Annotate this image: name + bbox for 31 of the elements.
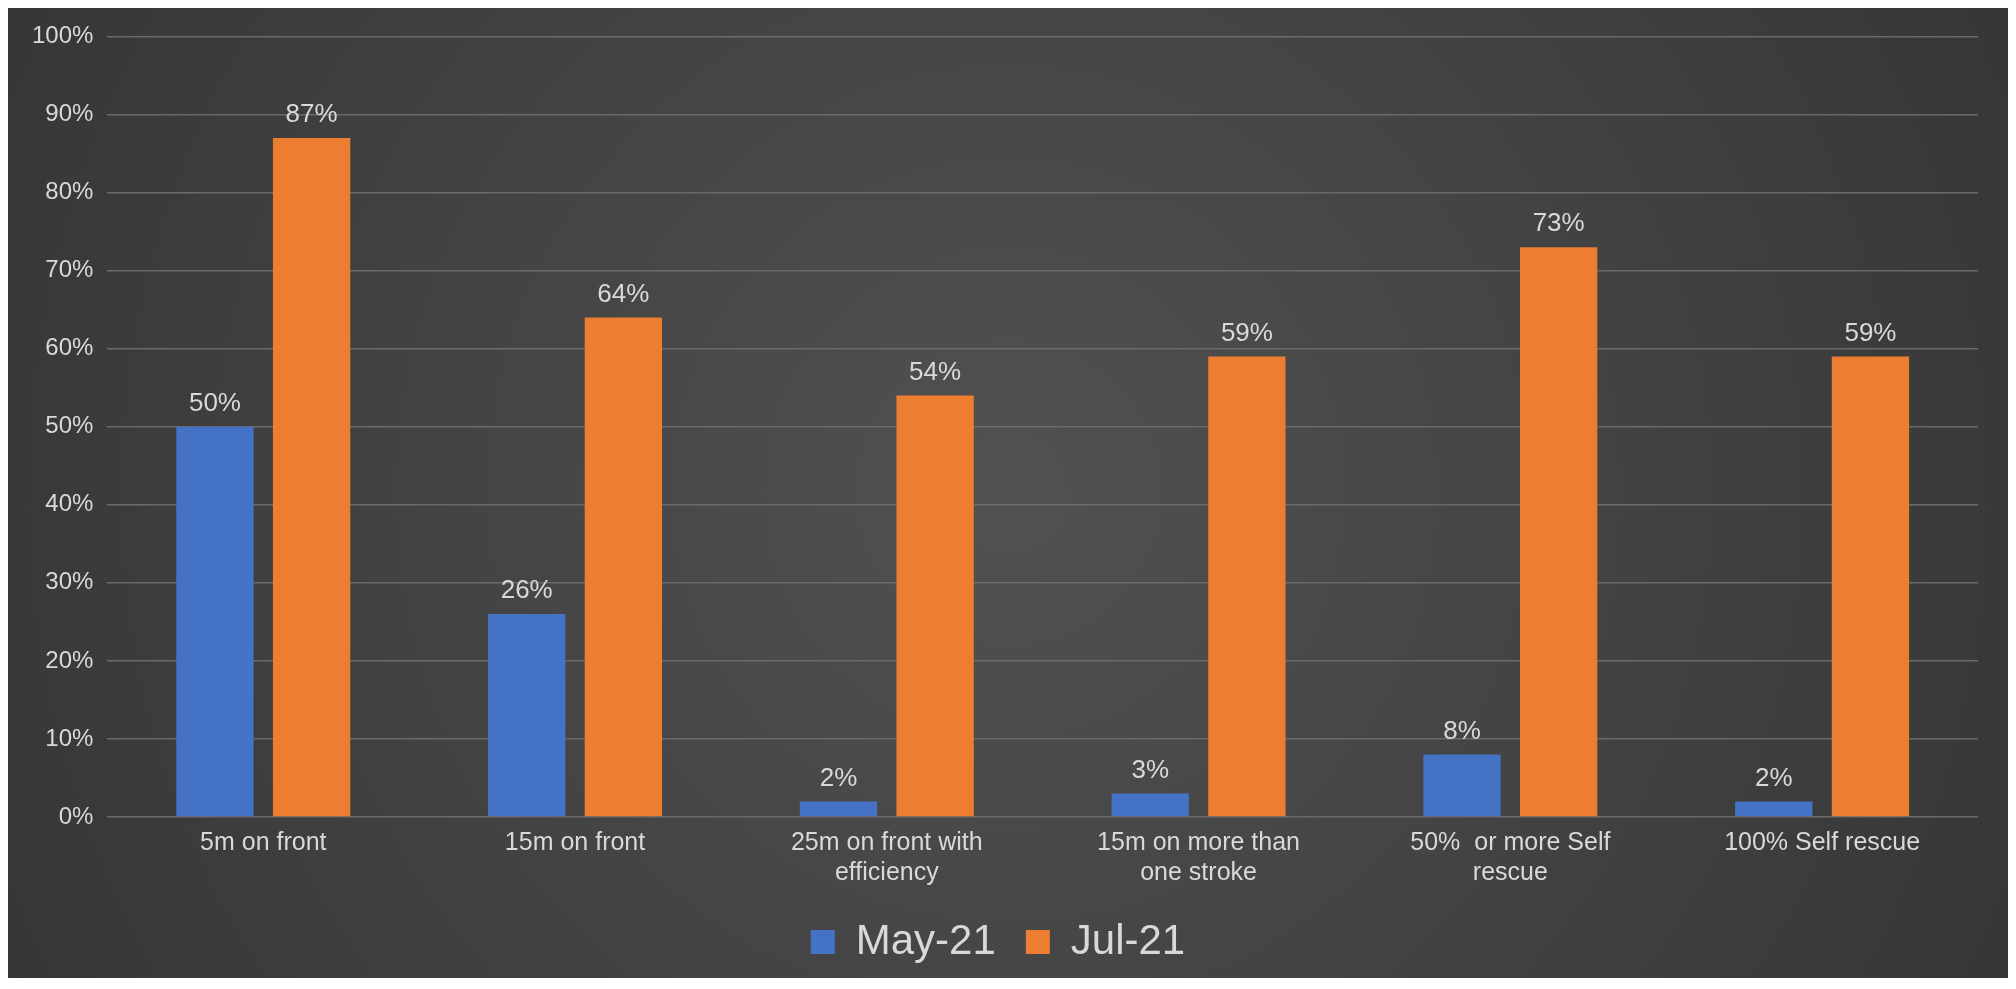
data-label: 54% <box>909 355 962 386</box>
data-label: 26% <box>500 574 553 605</box>
x-tick-label: 50% or more Self rescue <box>1410 826 1611 885</box>
y-tick-label: 0% <box>58 801 94 829</box>
x-tick-label: 15m on front <box>504 826 646 855</box>
data-label: 73% <box>1532 207 1585 238</box>
legend-label: May-21 <box>855 915 996 963</box>
y-tick-label: 70% <box>45 255 94 283</box>
x-tick-label: 15m on more than one stroke <box>1097 826 1301 885</box>
data-label: 8% <box>1443 714 1481 745</box>
y-tick-label: 80% <box>45 177 94 205</box>
data-label: 2% <box>819 761 858 792</box>
x-tick-label: 100% Self rescue <box>1724 826 1921 855</box>
data-label: 59% <box>1220 316 1273 347</box>
data-label: 64% <box>597 277 650 308</box>
y-tick-label: 20% <box>45 645 94 673</box>
data-label: 87% <box>285 98 338 129</box>
y-tick-label: 50% <box>45 411 94 439</box>
x-tick-label: 25m on front with efficiency <box>790 826 983 885</box>
data-label: 3% <box>1131 753 1170 784</box>
legend-label: Jul-21 <box>1070 915 1186 963</box>
y-tick-label: 100% <box>31 21 94 49</box>
data-label: 2% <box>1755 761 1793 792</box>
data-label: 50% <box>188 386 241 417</box>
x-tick-label: 5m on front <box>200 826 327 855</box>
data-label: 59% <box>1844 316 1897 347</box>
y-tick-label: 10% <box>45 723 94 751</box>
y-tick-label: 40% <box>45 489 94 517</box>
y-tick-label: 90% <box>45 99 94 127</box>
y-tick-label: 30% <box>45 567 94 595</box>
y-tick-label: 60% <box>45 333 94 361</box>
